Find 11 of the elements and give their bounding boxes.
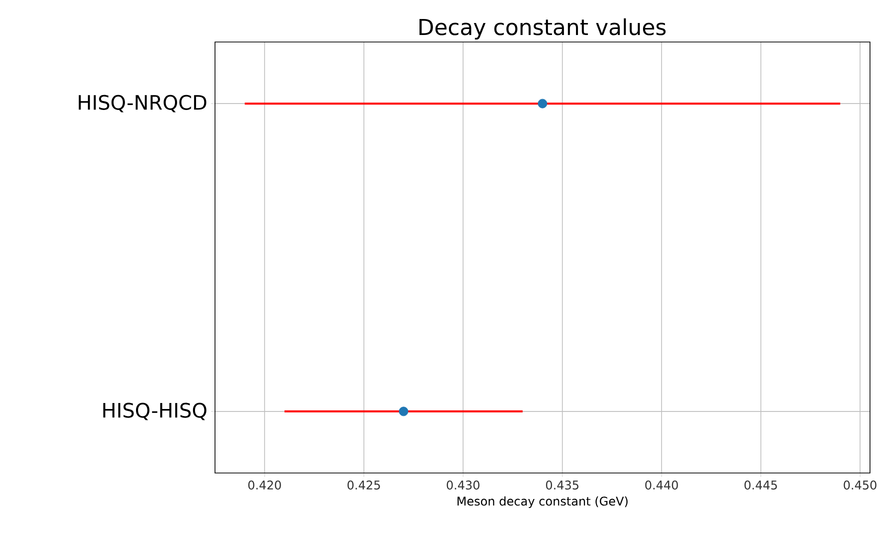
x-tick-label: 0.445 xyxy=(744,480,777,490)
y-tick-label: HISQ-NRQCD xyxy=(78,94,206,112)
x-tick-label: 0.440 xyxy=(645,480,678,490)
x-tick-label: 0.435 xyxy=(546,480,578,490)
chart-title: Decay constant values xyxy=(420,18,666,40)
x-tick-label: 0.425 xyxy=(348,480,380,490)
x-tick-label: 0.420 xyxy=(248,480,281,490)
x-tick-label: 0.430 xyxy=(446,480,480,490)
x-tick-label: 0.450 xyxy=(844,480,876,490)
x-axis-title: Meson decay constant (GeV) xyxy=(458,496,628,508)
y-tick-label: HISQ-HISQ xyxy=(103,402,206,420)
